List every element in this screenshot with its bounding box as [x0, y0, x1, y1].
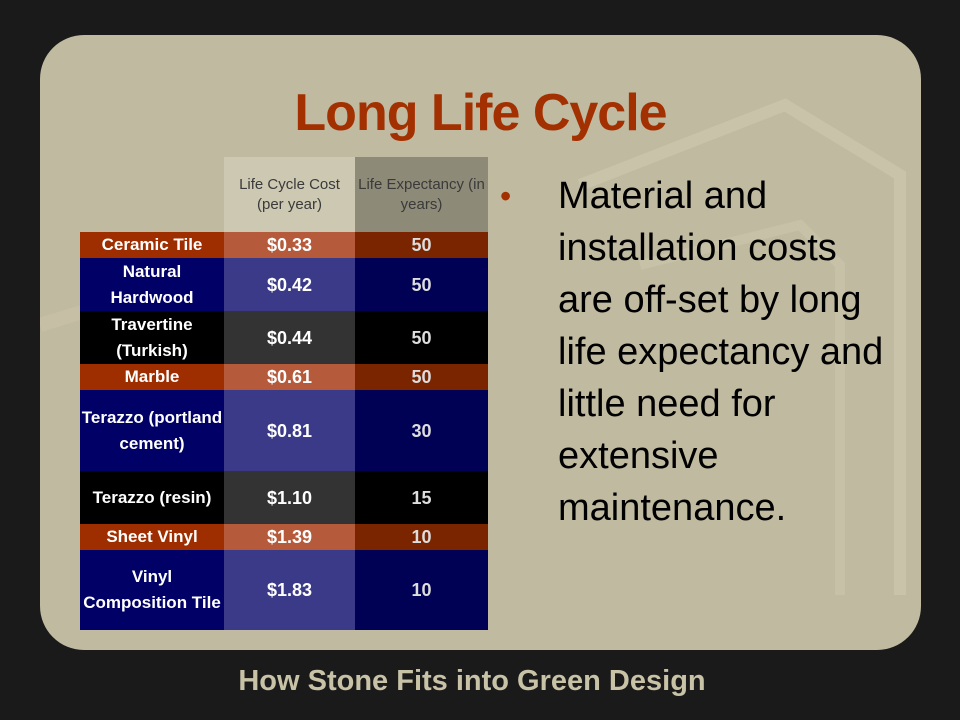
material-cell: Travertine (Turkish): [80, 311, 224, 364]
life-cell: 50: [355, 364, 488, 390]
life-cell: 50: [355, 258, 488, 311]
life-cell: 10: [355, 524, 488, 550]
cost-cell: $0.81: [224, 390, 355, 471]
material-cell: Ceramic Tile: [80, 232, 224, 258]
table-row: Marble $0.61 50: [80, 364, 488, 390]
bullet-dot-icon: •: [500, 178, 512, 214]
slide-title: Long Life Cycle: [294, 84, 667, 142]
life-cell: 15: [355, 471, 488, 524]
table-row: Sheet Vinyl $1.39 10: [80, 524, 488, 550]
table-row: Natural Hardwood $0.42 50: [80, 258, 488, 311]
table-row: Terazzo (resin) $1.10 15: [80, 471, 488, 524]
material-cell: Terazzo (portland cement): [80, 390, 224, 471]
slide-footer: How Stone Fits into Green Design: [238, 665, 706, 697]
slide-panel: Long Life Cycle Life Cycle Cost (per yea…: [40, 35, 921, 650]
life-cell: 10: [355, 550, 488, 630]
bullet-text: Material and installation costs are off-…: [558, 175, 884, 529]
cost-cell: $0.61: [224, 364, 355, 390]
life-cycle-table: Life Cycle Cost (per year) Life Expectan…: [80, 157, 488, 630]
header-cost: Life Cycle Cost (per year): [224, 157, 355, 232]
life-cell: 50: [355, 311, 488, 364]
material-cell: Vinyl Composition Tile: [80, 550, 224, 630]
cost-cell: $1.39: [224, 524, 355, 550]
table-row: Terazzo (portland cement) $0.81 30: [80, 390, 488, 471]
material-cell: Sheet Vinyl: [80, 524, 224, 550]
material-cell: Marble: [80, 364, 224, 390]
cost-cell: $0.42: [224, 258, 355, 311]
life-cell: 50: [355, 232, 488, 258]
cost-cell: $1.10: [224, 471, 355, 524]
table-row: Ceramic Tile $0.33 50: [80, 232, 488, 258]
header-life: Life Expectancy (in years): [355, 157, 488, 232]
table-row: Vinyl Composition Tile $1.83 10: [80, 550, 488, 630]
header-material: [80, 157, 224, 232]
cost-cell: $0.44: [224, 311, 355, 364]
bullet-point: • Material and installation costs are of…: [500, 170, 900, 534]
table-row: Travertine (Turkish) $0.44 50: [80, 311, 488, 364]
material-cell: Terazzo (resin): [80, 471, 224, 524]
cost-cell: $1.83: [224, 550, 355, 630]
life-cell: 30: [355, 390, 488, 471]
cost-cell: $0.33: [224, 232, 355, 258]
table-header-row: Life Cycle Cost (per year) Life Expectan…: [80, 157, 488, 232]
material-cell: Natural Hardwood: [80, 258, 224, 311]
